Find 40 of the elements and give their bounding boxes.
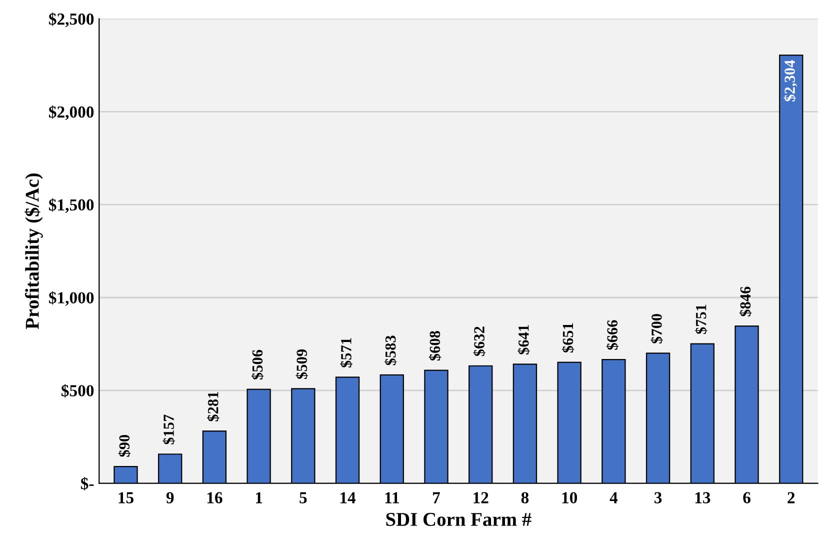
data-label: $509 [296,349,308,379]
x-tick-label: 2 [788,492,795,504]
data-label: $632 [473,326,486,356]
data-label: $651 [562,323,574,353]
x-tick-label: 12 [474,492,488,504]
x-tick-label: 6 [743,492,750,504]
x-tick-label: 13 [695,492,710,504]
data-label: $2,304 [784,60,798,102]
x-tick-label: 16 [207,492,222,504]
x-tick-label: 3 [654,492,662,504]
x-tick-label: 4 [610,492,618,504]
x-tick-label: 7 [433,492,440,504]
x-tick-label: 5 [300,492,307,504]
x-tick-label: 11 [385,492,399,504]
y-axis-title: Profitability ($/Ac) [24,174,43,330]
x-tick-label: 8 [521,492,529,504]
y-tick-label: $500 [62,384,94,398]
x-axis-title: SDI Corn Farm # [386,512,532,526]
y-tick-label: $- [80,477,94,490]
y-tick-label: $2,500 [49,12,94,28]
data-label: $281 [207,392,220,422]
data-label: $157 [162,414,175,444]
data-label: $583 [384,336,397,366]
data-label: $571 [340,338,352,368]
data-label: $506 [251,350,264,380]
y-tick-label: $1,500 [49,198,94,213]
data-label: $90 [118,434,131,457]
data-label: $666 [606,320,619,350]
x-tick-label: 1 [256,492,262,504]
y-tick-label: $2,000 [49,105,94,120]
x-tick-label: 9 [166,492,174,504]
data-label: $846 [739,286,752,316]
x-tick-label: 15 [118,492,134,504]
data-label: $751 [695,304,708,334]
y-tick-label: $1,000 [49,291,94,306]
data-label: $608 [428,330,442,360]
data-label: $700 [650,314,663,344]
data-label: $641 [518,325,530,354]
x-tick-label: 10 [562,492,578,504]
x-tick-label: 14 [340,492,356,504]
